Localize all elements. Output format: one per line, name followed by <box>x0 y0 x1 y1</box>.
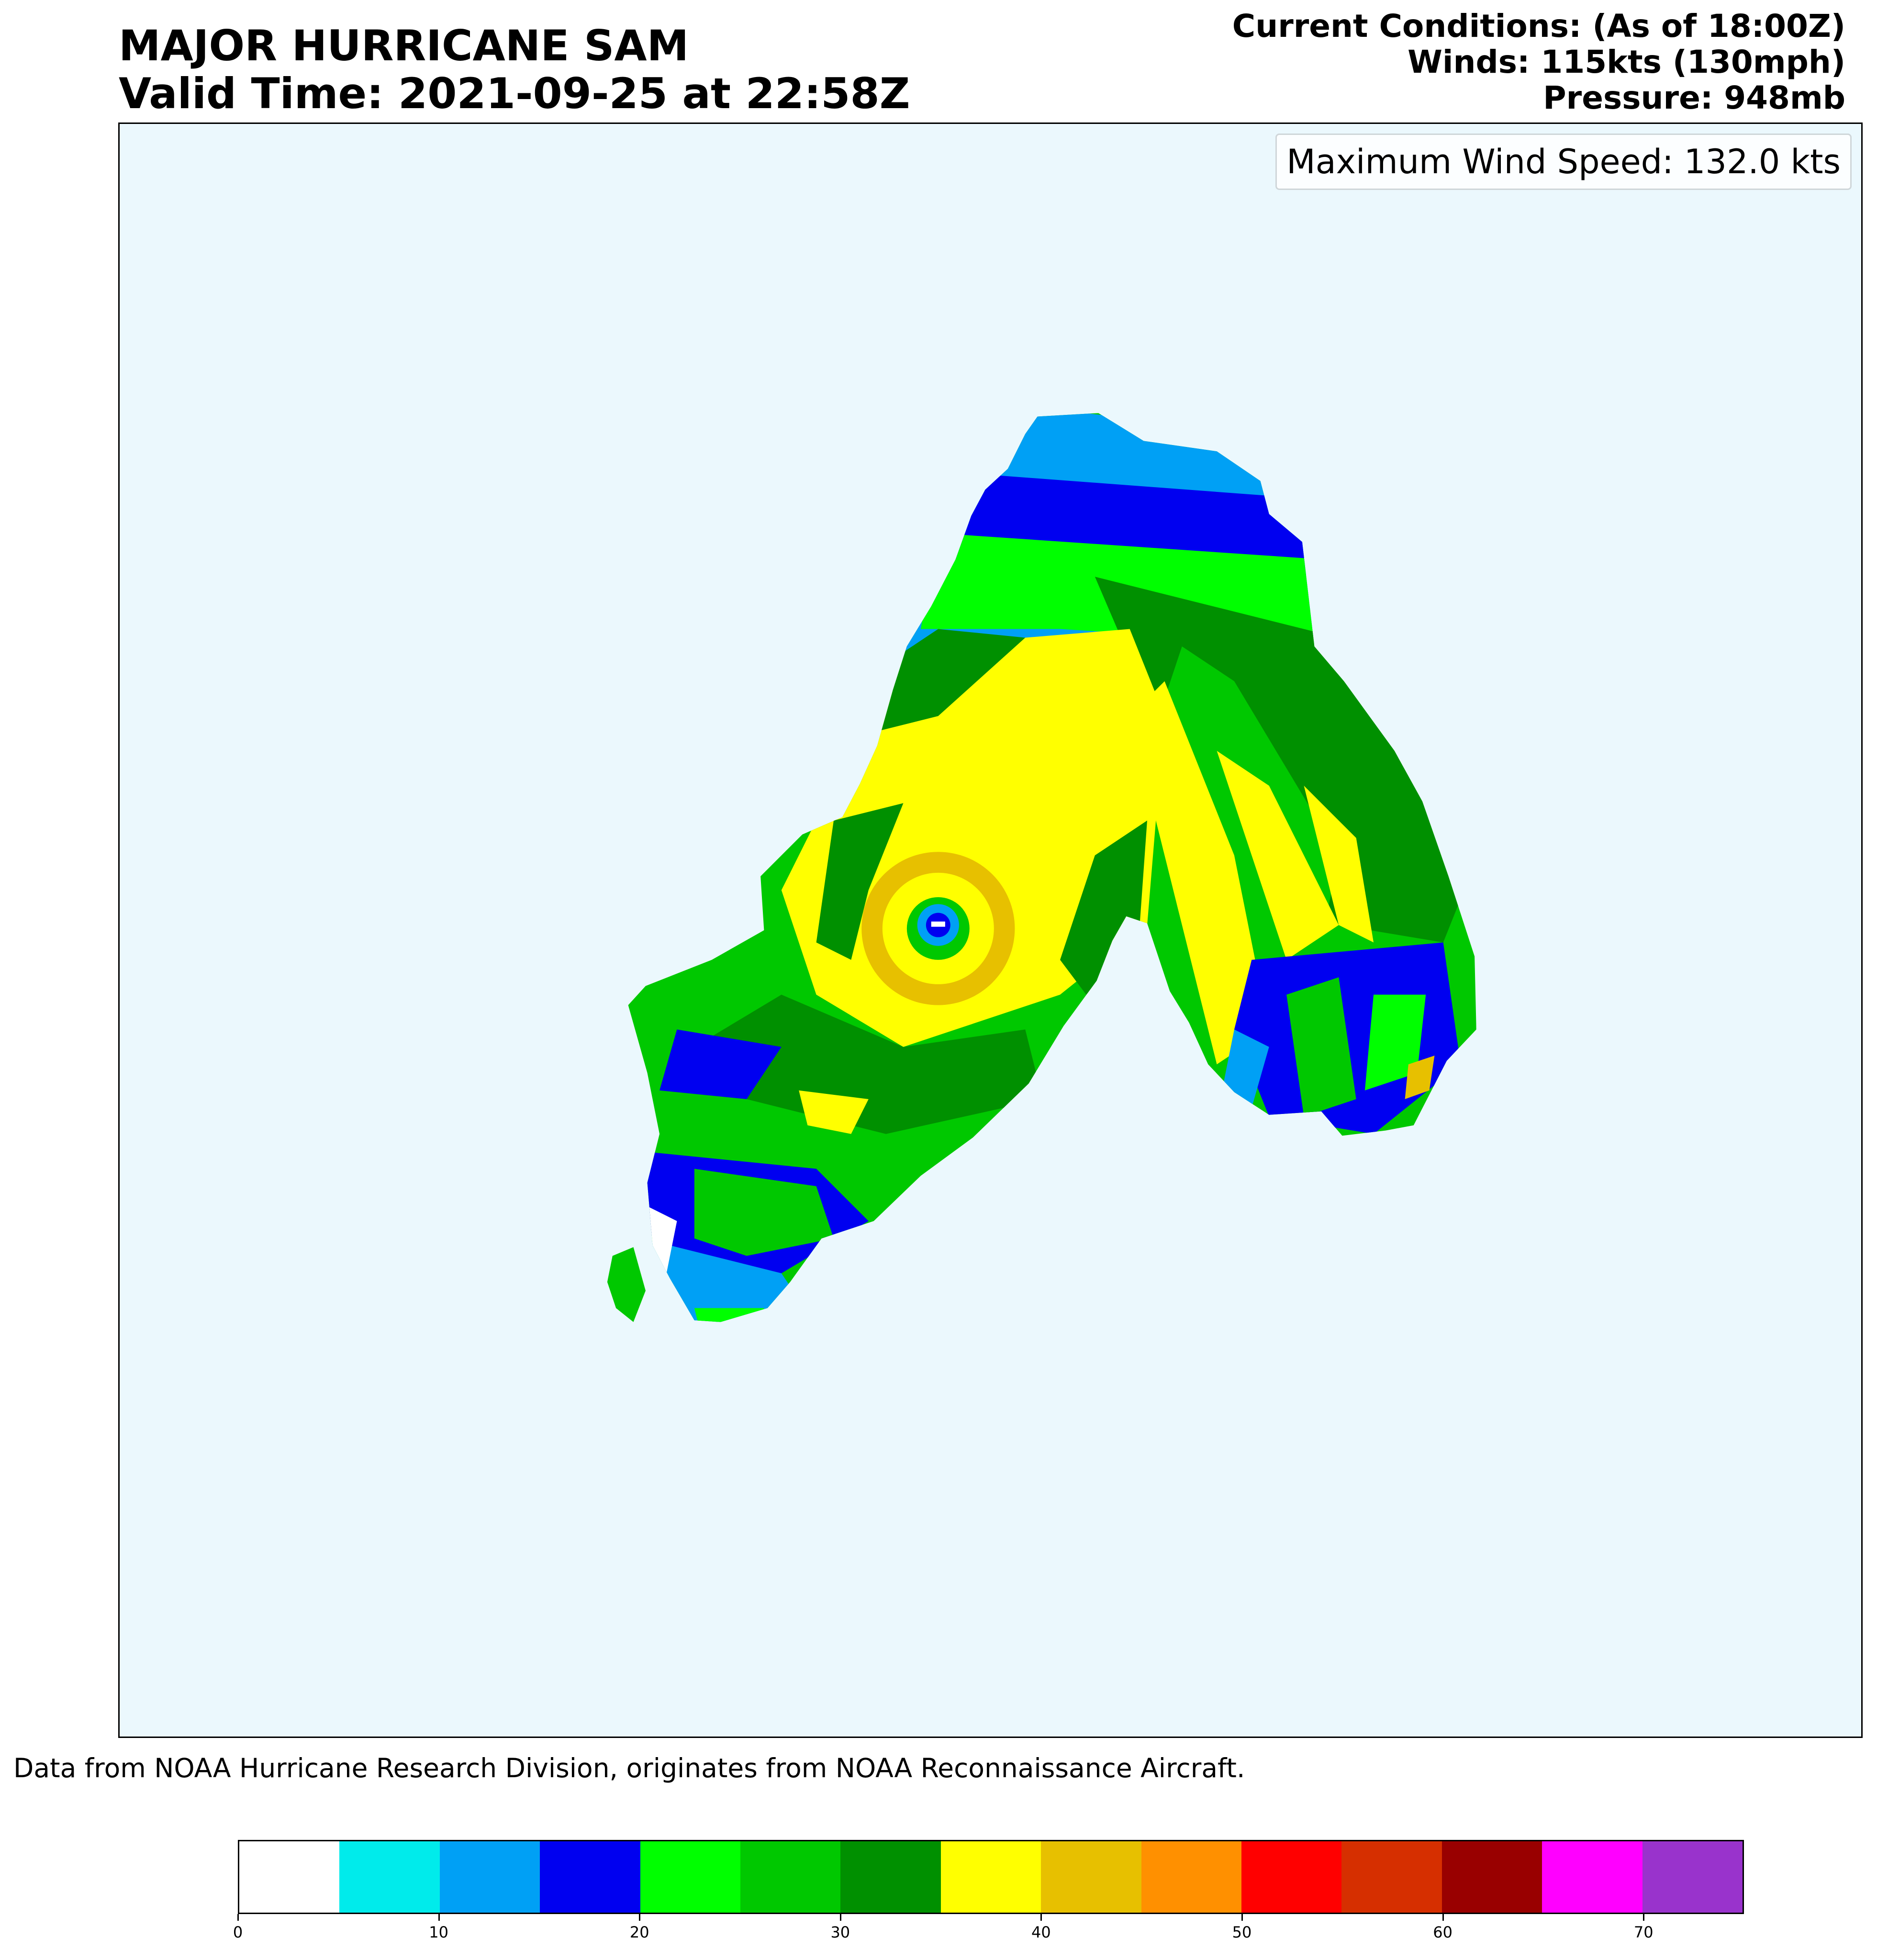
colorbar-segment-15 <box>540 1841 640 1913</box>
current-winds: Winds: 115kts (130mph) <box>1408 44 1845 80</box>
valid-time: Valid Time: 2021-09-25 at 22:58Z <box>119 69 910 118</box>
outlying-rainband <box>607 1247 646 1322</box>
colorbar-segment-0 <box>239 1841 340 1913</box>
colorbar-segment-45 <box>1141 1841 1242 1913</box>
colorbar-tick-label: 0 <box>233 1923 243 1941</box>
current-conditions-heading: Current Conditions: (As of 18:00Z) <box>1232 8 1845 45</box>
colorbar-segment-35 <box>940 1841 1041 1913</box>
colorbar-tick <box>1643 1914 1645 1921</box>
wind-swath <box>628 413 1476 1322</box>
colorbar-segment-10 <box>439 1841 540 1913</box>
colorbar-tick-label: 70 <box>1633 1923 1654 1941</box>
colorbar-tick <box>839 1914 841 1921</box>
colorbar-tick <box>1241 1914 1243 1921</box>
colorbar-tick-label: 20 <box>629 1923 649 1941</box>
colorbar-segment-70 <box>1642 1841 1743 1913</box>
chart-title: MAJOR HURRICANE SAM <box>119 21 689 70</box>
colorbar-tick-label: 30 <box>830 1923 850 1941</box>
colorbar-segment-65 <box>1542 1841 1642 1913</box>
colorbar-tick <box>1040 1914 1042 1921</box>
colorbar-segment-25 <box>740 1841 841 1913</box>
colorbar-tick-label: 50 <box>1232 1923 1252 1941</box>
wind-speed-colorbar <box>238 1840 1744 1914</box>
colorbar-tick <box>237 1914 239 1921</box>
colorbar-tick-label: 10 <box>429 1923 448 1941</box>
colorbar-ticks: 0 10 20 30 40 50 60 70 <box>233 1914 1744 1957</box>
colorbar-segment-40 <box>1041 1841 1141 1913</box>
colorbar-segment-20 <box>640 1841 741 1913</box>
colorbar-tick <box>1442 1914 1444 1921</box>
colorbar-tick <box>639 1914 641 1921</box>
colorbar-segment-50 <box>1241 1841 1342 1913</box>
colorbar-tick <box>438 1914 440 1921</box>
data-source-note: Data from NOAA Hurricane Research Divisi… <box>13 1753 1245 1783</box>
max-wind-legend: Maximum Wind Speed: 132.0 kts <box>1275 134 1852 190</box>
colorbar-segment-30 <box>840 1841 941 1913</box>
colorbar-segment-60 <box>1441 1841 1542 1913</box>
current-pressure: Pressure: 948mb <box>1543 79 1845 116</box>
wind-field-graphic <box>607 413 1476 1322</box>
colorbar-tick-label: 60 <box>1433 1923 1452 1941</box>
wind-speed-map: Maximum Wind Speed: 132.0 kts <box>118 122 1863 1738</box>
colorbar-segment-55 <box>1341 1841 1442 1913</box>
colorbar-tick-label: 40 <box>1031 1923 1051 1941</box>
colorbar-segment-5 <box>339 1841 440 1913</box>
